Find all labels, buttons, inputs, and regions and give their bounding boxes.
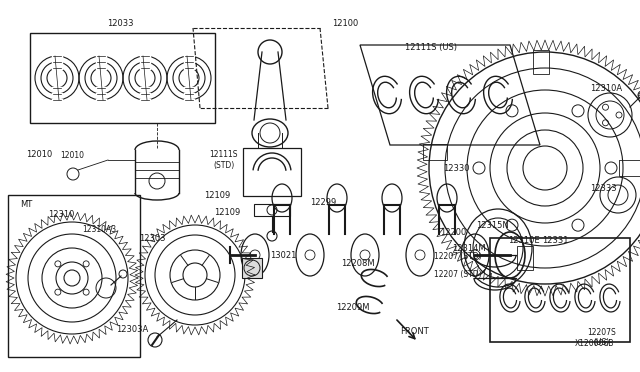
Bar bbox=[490, 238, 630, 342]
Text: 12208M: 12208M bbox=[341, 260, 375, 269]
Bar bbox=[30, 33, 215, 123]
Text: 12330: 12330 bbox=[444, 164, 470, 173]
Text: FRONT: FRONT bbox=[400, 327, 429, 337]
Text: 12310E: 12310E bbox=[508, 235, 540, 244]
Text: 12303A: 12303A bbox=[116, 326, 148, 334]
Circle shape bbox=[415, 250, 425, 260]
Text: 12310A: 12310A bbox=[590, 83, 622, 93]
Text: 12303: 12303 bbox=[140, 234, 166, 243]
Bar bbox=[619, 160, 640, 176]
Text: 12111S
(STD): 12111S (STD) bbox=[209, 150, 238, 170]
Text: 12010: 12010 bbox=[60, 151, 84, 160]
Text: 12100: 12100 bbox=[332, 19, 358, 28]
Text: 12033: 12033 bbox=[107, 19, 133, 28]
Circle shape bbox=[267, 231, 277, 241]
Text: 12111S (US): 12111S (US) bbox=[405, 43, 457, 52]
Text: 12200: 12200 bbox=[440, 228, 467, 237]
Text: 12109: 12109 bbox=[204, 190, 230, 199]
Text: 12207 (STD): 12207 (STD) bbox=[435, 251, 482, 260]
Text: 12331: 12331 bbox=[542, 235, 568, 244]
Bar bbox=[517, 246, 533, 270]
Text: MT: MT bbox=[20, 200, 32, 209]
Text: 12310A3: 12310A3 bbox=[82, 225, 116, 234]
Bar bbox=[8, 195, 140, 357]
Circle shape bbox=[638, 91, 640, 99]
Bar bbox=[242, 258, 262, 278]
Text: 12314M: 12314M bbox=[452, 244, 486, 253]
Text: 12207 (STD): 12207 (STD) bbox=[435, 270, 482, 279]
Circle shape bbox=[250, 250, 260, 260]
Text: 12315N: 12315N bbox=[476, 221, 509, 230]
Text: 12299: 12299 bbox=[310, 198, 336, 206]
Text: X120006B: X120006B bbox=[575, 339, 614, 348]
Text: 13021: 13021 bbox=[270, 251, 296, 260]
Text: 12333: 12333 bbox=[590, 183, 616, 192]
Circle shape bbox=[360, 250, 370, 260]
Bar bbox=[254, 204, 290, 216]
Circle shape bbox=[470, 250, 480, 260]
Text: 12109: 12109 bbox=[214, 208, 240, 217]
Text: 12207S
(US): 12207S (US) bbox=[588, 328, 616, 347]
Bar bbox=[243, 148, 301, 196]
Text: 12209M: 12209M bbox=[337, 304, 370, 312]
Text: 12010: 12010 bbox=[26, 150, 52, 158]
Bar bbox=[423, 144, 447, 160]
Text: 12310: 12310 bbox=[48, 210, 74, 219]
Bar bbox=[533, 50, 549, 74]
Circle shape bbox=[305, 250, 315, 260]
Circle shape bbox=[119, 270, 127, 278]
